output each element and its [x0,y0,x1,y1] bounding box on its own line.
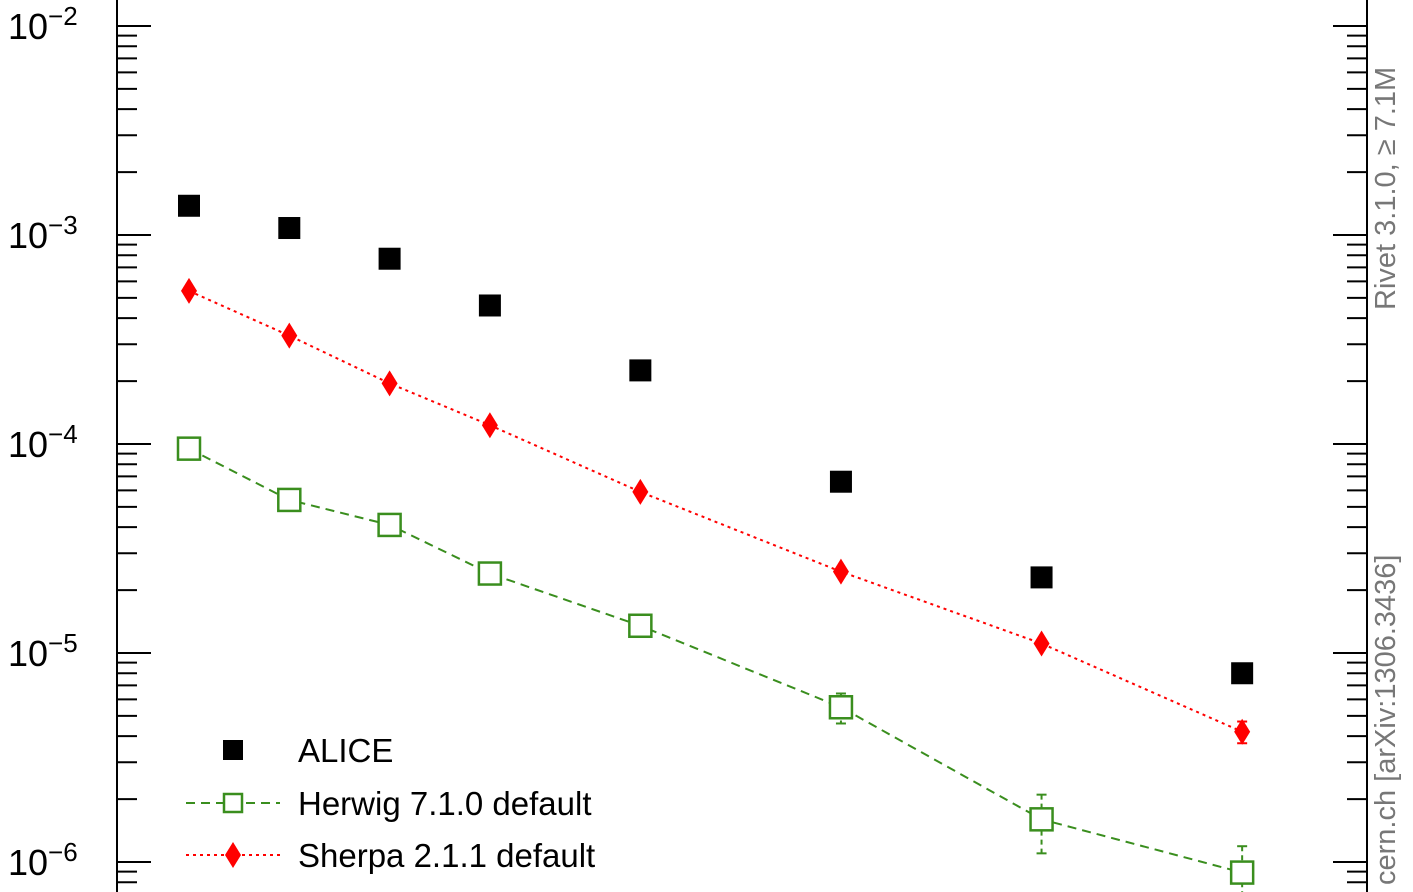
alice-data-point [629,359,652,382]
alice-data-point [478,294,501,317]
herwig-data-point [377,512,402,538]
y-tick-label: 10−4 [8,419,78,465]
sherpa-data-point [1234,718,1251,745]
sherpa-data-point [481,412,498,439]
alice-data-point [1231,662,1254,685]
source-reference-label: cern.ch [arXiv:1306.3436] [1370,555,1402,885]
sherpa-data-point [1033,630,1050,657]
sherpa-line [188,290,1243,733]
sherpa-data-point [181,277,197,304]
herwig-data-point [277,487,302,513]
herwig-data-point [176,436,202,461]
y-axis-tick-labels: 10−2 10−3 10−4 10−5 10−6 [8,1,78,883]
herwig-data-point [477,561,503,586]
herwig-data-point [628,613,653,639]
herwig-data-point [828,695,854,720]
legend: ALICE Herwig 7.1.0 default Sherpa 2.1.1 de… [186,732,595,874]
alice-data-point [278,217,301,240]
y-tick-label: 10−6 [8,837,78,883]
y-tick-label: 10−2 [8,1,78,47]
data-markers [176,194,1255,885]
alice-data-point [223,740,243,760]
y-tick-label: 10−5 [8,628,78,674]
herwig-line [188,447,1243,874]
herwig-data-point [1229,860,1255,885]
y-tick-label: 10−3 [8,210,78,256]
alice-data-point [1030,566,1053,589]
herwig-data-point [222,792,244,814]
sherpa-data-point [632,478,649,505]
series-lines [188,290,1243,874]
alice-data-point [378,247,401,270]
y-axis-ticks [117,25,1367,884]
rivet-version-label: Rivet 3.1.0, ≥ 7.1M [1370,67,1402,310]
legend-label: Herwig 7.1.0 default [298,785,592,822]
alice-data-point [829,470,852,493]
herwig-data-point [1029,807,1054,832]
sherpa-data-point [381,370,398,397]
sherpa-data-point [225,842,241,868]
sherpa-data-point [832,558,849,585]
alice-data-point [178,194,200,217]
legend-label: ALICE [298,732,393,769]
sherpa-data-point [281,322,298,349]
legend-label: Sherpa 2.1.1 default [298,837,595,874]
